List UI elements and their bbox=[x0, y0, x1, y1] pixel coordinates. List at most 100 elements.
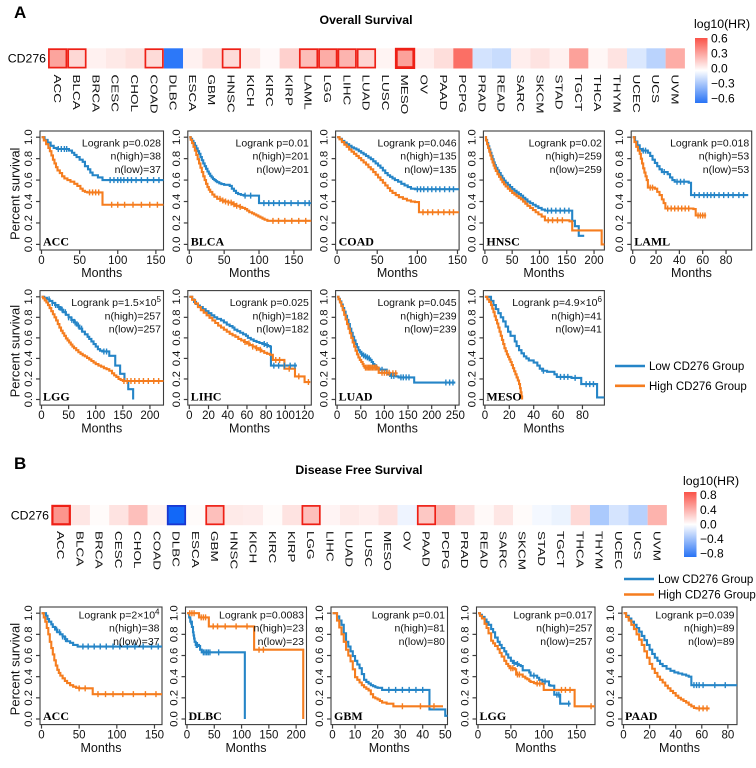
svg-text:20: 20 bbox=[650, 255, 663, 267]
svg-text:KIRP: KIRP bbox=[283, 75, 295, 106]
svg-text:DLBC: DLBC bbox=[189, 709, 222, 723]
svg-text:120: 120 bbox=[295, 410, 314, 422]
svg-text:0.2: 0.2 bbox=[171, 215, 183, 231]
svg-text:0.8: 0.8 bbox=[171, 151, 183, 167]
svg-text:Logrank p=0.046: Logrank p=0.046 bbox=[377, 138, 456, 150]
svg-text:0.8: 0.8 bbox=[23, 151, 35, 167]
svg-text:Months: Months bbox=[81, 421, 122, 435]
svg-text:0.2: 0.2 bbox=[466, 215, 478, 231]
svg-text:LAML: LAML bbox=[634, 235, 670, 249]
svg-text:50: 50 bbox=[208, 729, 221, 741]
svg-text:n(high)=135: n(high)=135 bbox=[400, 151, 456, 163]
svg-text:0.6: 0.6 bbox=[319, 330, 331, 346]
svg-text:TGCT: TGCT bbox=[572, 75, 584, 112]
svg-text:n(low)=89: n(low)=89 bbox=[688, 636, 735, 648]
svg-text:0.8: 0.8 bbox=[466, 309, 478, 325]
svg-text:−0.6: −0.6 bbox=[711, 91, 735, 105]
svg-text:ACC: ACC bbox=[55, 531, 67, 560]
svg-text:0.2: 0.2 bbox=[23, 371, 35, 387]
svg-text:Logrank p=1.5×105: Logrank p=1.5×105 bbox=[71, 295, 161, 309]
svg-text:0.8: 0.8 bbox=[605, 627, 617, 643]
svg-text:LUSC: LUSC bbox=[362, 531, 374, 567]
svg-text:Months: Months bbox=[229, 266, 270, 280]
svg-text:MESO: MESO bbox=[399, 75, 411, 115]
svg-text:HNSC: HNSC bbox=[225, 75, 237, 114]
svg-text:KIRC: KIRC bbox=[263, 75, 275, 108]
svg-text:Disease Free Survival: Disease Free Survival bbox=[295, 463, 422, 477]
svg-text:0.6: 0.6 bbox=[605, 648, 617, 664]
svg-text:0.2: 0.2 bbox=[319, 215, 331, 231]
svg-text:LGG: LGG bbox=[321, 75, 333, 103]
svg-text:30: 30 bbox=[394, 729, 407, 741]
svg-text:150: 150 bbox=[284, 255, 303, 267]
svg-text:SARC: SARC bbox=[514, 75, 526, 113]
svg-text:100: 100 bbox=[375, 410, 394, 422]
svg-text:0.0: 0.0 bbox=[700, 517, 717, 531]
svg-text:0.6: 0.6 bbox=[23, 172, 35, 188]
svg-text:0.0: 0.0 bbox=[171, 237, 183, 253]
svg-text:B: B bbox=[14, 454, 26, 473]
svg-text:MESO: MESO bbox=[382, 531, 394, 571]
svg-text:100: 100 bbox=[249, 255, 268, 267]
svg-text:0.6: 0.6 bbox=[460, 648, 472, 664]
svg-text:KICH: KICH bbox=[247, 531, 259, 563]
svg-text:0: 0 bbox=[38, 255, 44, 267]
svg-text:0.8: 0.8 bbox=[319, 151, 331, 167]
svg-text:40: 40 bbox=[416, 729, 429, 741]
svg-text:n(low)=201: n(low)=201 bbox=[257, 164, 309, 176]
svg-text:80: 80 bbox=[721, 729, 734, 741]
svg-text:LIHC: LIHC bbox=[191, 390, 222, 404]
svg-text:Months: Months bbox=[226, 741, 267, 755]
svg-text:0.2: 0.2 bbox=[169, 690, 181, 706]
svg-text:1.0: 1.0 bbox=[319, 289, 331, 305]
svg-text:40: 40 bbox=[673, 255, 686, 267]
svg-text:n(low)=135: n(low)=135 bbox=[404, 164, 456, 176]
svg-text:−0.4: −0.4 bbox=[700, 532, 724, 546]
svg-text:LUAD: LUAD bbox=[343, 531, 355, 567]
svg-text:BLCA: BLCA bbox=[191, 235, 225, 249]
svg-text:40: 40 bbox=[527, 410, 540, 422]
svg-text:50: 50 bbox=[73, 729, 86, 741]
svg-text:LIHC: LIHC bbox=[324, 531, 336, 562]
svg-text:HNSC: HNSC bbox=[228, 531, 240, 570]
svg-text:100: 100 bbox=[86, 410, 105, 422]
svg-text:Months: Months bbox=[229, 421, 270, 435]
svg-text:1.0: 1.0 bbox=[466, 129, 478, 145]
svg-text:PAAD: PAAD bbox=[437, 75, 449, 111]
svg-text:Low CD276 Group: Low CD276 Group bbox=[658, 574, 753, 586]
svg-text:Logrank p=0.039: Logrank p=0.039 bbox=[655, 610, 734, 622]
svg-text:100: 100 bbox=[108, 255, 127, 267]
svg-text:LGG: LGG bbox=[480, 709, 507, 723]
svg-text:OV: OV bbox=[401, 531, 413, 552]
svg-text:ACC: ACC bbox=[43, 709, 69, 723]
svg-text:0.2: 0.2 bbox=[23, 215, 35, 231]
svg-text:CHOL: CHOL bbox=[132, 531, 144, 569]
svg-text:n(high)=239: n(high)=239 bbox=[400, 310, 456, 322]
svg-text:0: 0 bbox=[482, 410, 488, 422]
svg-text:60: 60 bbox=[695, 729, 708, 741]
svg-text:20: 20 bbox=[202, 410, 215, 422]
svg-text:0: 0 bbox=[620, 729, 626, 741]
svg-text:0.4: 0.4 bbox=[466, 351, 478, 367]
svg-text:STAD: STAD bbox=[553, 75, 565, 110]
svg-text:log10(HR): log10(HR) bbox=[683, 474, 739, 488]
svg-text:0.4: 0.4 bbox=[23, 351, 35, 367]
svg-text:Months: Months bbox=[377, 266, 418, 280]
svg-text:Logrank p=2×104: Logrank p=2×104 bbox=[79, 608, 160, 622]
svg-text:Months: Months bbox=[369, 741, 410, 755]
svg-text:n(low)=257: n(low)=257 bbox=[109, 324, 161, 336]
svg-text:100: 100 bbox=[408, 255, 427, 267]
svg-text:0.4: 0.4 bbox=[169, 669, 181, 685]
svg-text:0.0: 0.0 bbox=[460, 711, 472, 727]
svg-text:Months: Months bbox=[659, 741, 700, 755]
svg-text:0: 0 bbox=[475, 729, 481, 741]
svg-text:COAD: COAD bbox=[339, 235, 375, 249]
svg-text:0: 0 bbox=[38, 410, 44, 422]
svg-text:0: 0 bbox=[186, 255, 192, 267]
svg-text:0.8: 0.8 bbox=[614, 151, 626, 167]
svg-text:0.4: 0.4 bbox=[314, 669, 326, 685]
svg-text:n(low)=37: n(low)=37 bbox=[115, 164, 162, 176]
svg-text:0.8: 0.8 bbox=[23, 309, 35, 325]
svg-text:BRCA: BRCA bbox=[93, 531, 105, 570]
svg-text:1.0: 1.0 bbox=[460, 605, 472, 621]
